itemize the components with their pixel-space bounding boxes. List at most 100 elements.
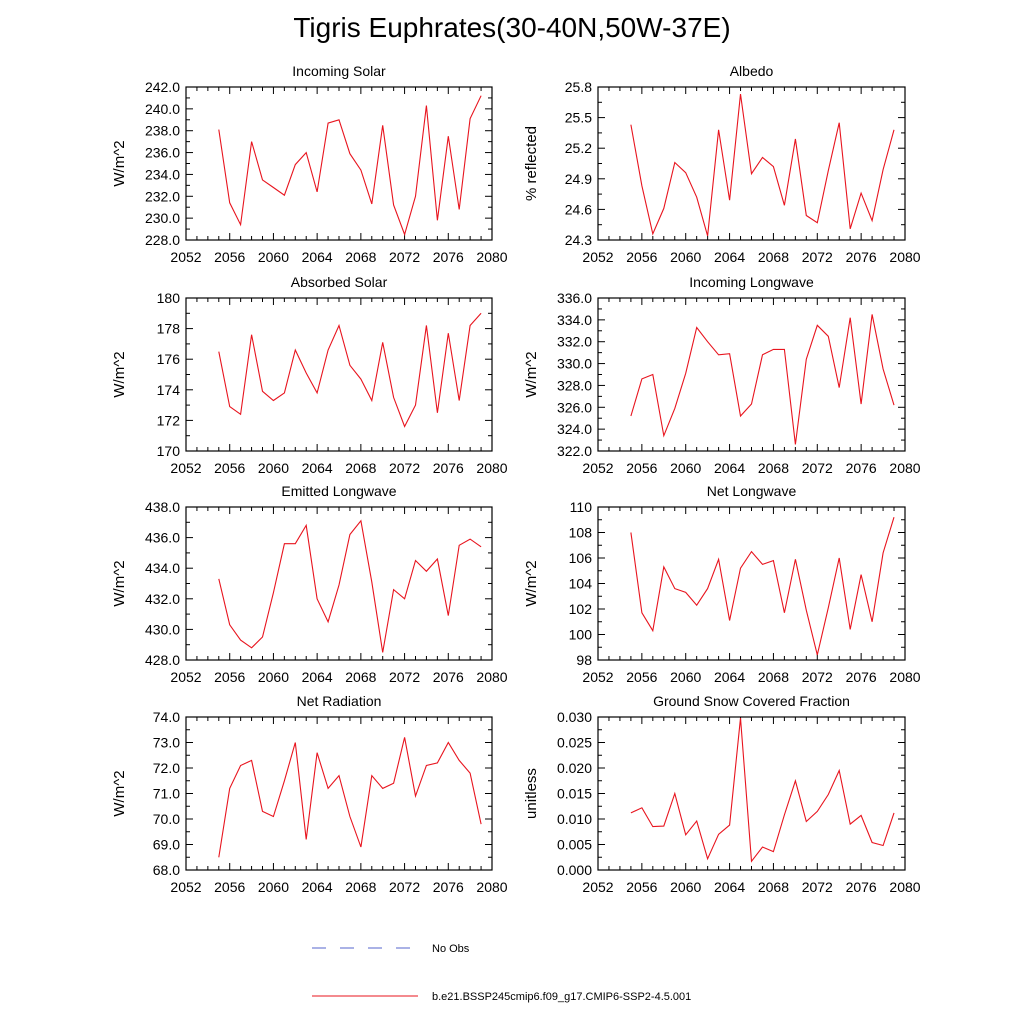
- y-tick-label: 242.0: [145, 79, 180, 95]
- x-tick-label: 2064: [302, 460, 333, 476]
- y-tick-label: 72.0: [153, 760, 180, 776]
- x-tick-label: 2072: [802, 879, 833, 895]
- y-tick-label: 428.0: [145, 652, 180, 668]
- chart-panel-6: 2052 2056 2060 2064 2068 2072 2076 2080 98 100 102…: [523, 483, 921, 685]
- plot-frame: [185, 86, 493, 241]
- x-tick-label: 2064: [714, 669, 745, 685]
- y-tick-label: 178: [157, 321, 181, 337]
- y-tick-label: 104: [569, 576, 593, 592]
- x-tick-label: 2068: [758, 460, 789, 476]
- y-tick-label: 74.0: [153, 709, 180, 725]
- x-tick-label: 2064: [302, 879, 333, 895]
- x-tick-label: 2064: [302, 249, 333, 265]
- y-tick-label: 0.010: [557, 811, 592, 827]
- x-tick-label: 2072: [802, 669, 833, 685]
- y-tick-label: 0.000: [557, 862, 592, 878]
- y-tick-label: 174: [157, 382, 181, 398]
- x-tick-label: 2068: [758, 249, 789, 265]
- y-axis-label: W/m^2: [523, 560, 540, 606]
- y-tick-label: 73.0: [153, 735, 180, 751]
- x-tick-label: 2076: [846, 249, 877, 265]
- y-axis-label: unitless: [523, 768, 540, 819]
- x-tick-label: 2056: [214, 879, 245, 895]
- series-line: [630, 94, 895, 237]
- y-tick-label: 24.6: [565, 201, 592, 217]
- x-tick-label: 2080: [889, 669, 920, 685]
- x-tick-label: 2052: [582, 460, 613, 476]
- x-tick-label: 2068: [758, 669, 789, 685]
- y-tick-label: 68.0: [153, 862, 180, 878]
- x-tick-label: 2076: [433, 879, 464, 895]
- y-tick-label: 234.0: [145, 166, 180, 182]
- x-tick-label: 2076: [433, 249, 464, 265]
- chart-panel-1: 2052 2056 2060 2064 2068 2072 2076 2080 228.0 230…: [111, 63, 508, 265]
- chart-panel-8: 2052 2056 2060 2064 2068 2072 2076 2080 0.000 0.0…: [523, 693, 921, 895]
- y-tick-label: 232.0: [145, 188, 180, 204]
- y-tick-label: 330.0: [557, 356, 592, 372]
- panel-title: Ground Snow Covered Fraction: [653, 693, 850, 709]
- y-tick-label: 98: [576, 652, 592, 668]
- x-tick-label: 2056: [626, 249, 657, 265]
- y-tick-label: 324.0: [557, 421, 592, 437]
- plot-frame: [185, 716, 493, 871]
- x-tick-label: 2076: [433, 460, 464, 476]
- y-tick-label: 110: [570, 499, 593, 515]
- x-tick-label: 2072: [802, 249, 833, 265]
- panel-title: Incoming Solar: [292, 63, 386, 79]
- x-tick-label: 2056: [214, 249, 245, 265]
- y-tick-label: 0.015: [557, 786, 592, 802]
- x-tick-label: 2080: [889, 249, 920, 265]
- x-tick-label: 2076: [846, 879, 877, 895]
- chart-panel-2: 2052 2056 2060 2064 2068 2072 2076 2080 24.3 24.6…: [523, 63, 921, 265]
- series-line: [218, 312, 482, 428]
- x-tick-label: 2052: [170, 669, 201, 685]
- x-tick-label: 2080: [476, 879, 507, 895]
- x-tick-label: 2052: [170, 879, 201, 895]
- y-axis-label: W/m^2: [111, 140, 128, 186]
- x-tick-label: 2068: [345, 460, 376, 476]
- x-tick-label: 2072: [389, 460, 420, 476]
- panel-title: Emitted Longwave: [281, 483, 396, 499]
- chart-panel-7: 2052 2056 2060 2064 2068 2072 2076 2080 68.0 69.0…: [111, 693, 508, 895]
- x-tick-label: 2064: [714, 249, 745, 265]
- x-tick-label: 2072: [389, 669, 420, 685]
- y-tick-label: 0.020: [557, 760, 592, 776]
- x-tick-label: 2080: [476, 460, 507, 476]
- y-tick-label: 106: [569, 550, 593, 566]
- chart-panel-5: 2052 2056 2060 2064 2068 2072 2076 2080 428.0 430…: [111, 483, 508, 685]
- y-tick-label: 176: [157, 351, 181, 367]
- y-axis-label: W/m^2: [111, 560, 128, 606]
- y-axis-label: W/m^2: [111, 770, 128, 816]
- chart-panel-3: 2052 2056 2060 2064 2068 2072 2076 2080 170 172 17…: [111, 274, 508, 476]
- x-tick-label: 2056: [626, 460, 657, 476]
- y-tick-label: 100: [569, 627, 593, 643]
- y-tick-label: 25.2: [565, 140, 592, 156]
- y-tick-label: 236.0: [145, 145, 180, 161]
- x-tick-label: 2068: [345, 249, 376, 265]
- y-tick-label: 24.3: [565, 232, 592, 248]
- x-tick-label: 2072: [389, 249, 420, 265]
- x-tick-label: 2076: [846, 460, 877, 476]
- x-tick-label: 2052: [582, 669, 613, 685]
- legend-obs-label: No Obs: [432, 943, 470, 955]
- x-tick-label: 2068: [345, 879, 376, 895]
- x-tick-label: 2076: [846, 669, 877, 685]
- y-tick-label: 25.5: [565, 110, 592, 126]
- y-tick-label: 238.0: [145, 123, 180, 139]
- y-axis-label: W/m^2: [111, 351, 128, 397]
- series-line: [218, 519, 482, 653]
- plot-frame: [597, 86, 906, 241]
- y-tick-label: 170: [157, 443, 181, 459]
- series-line: [630, 717, 895, 863]
- x-tick-label: 2056: [214, 669, 245, 685]
- x-tick-label: 2060: [670, 249, 701, 265]
- x-tick-label: 2064: [302, 669, 333, 685]
- y-tick-label: 326.0: [557, 399, 592, 415]
- y-tick-label: 240.0: [145, 101, 180, 117]
- x-tick-label: 2060: [258, 249, 289, 265]
- x-tick-label: 2060: [670, 669, 701, 685]
- x-tick-label: 2052: [170, 460, 201, 476]
- y-tick-label: 328.0: [557, 377, 592, 393]
- plot-frame: [597, 297, 906, 452]
